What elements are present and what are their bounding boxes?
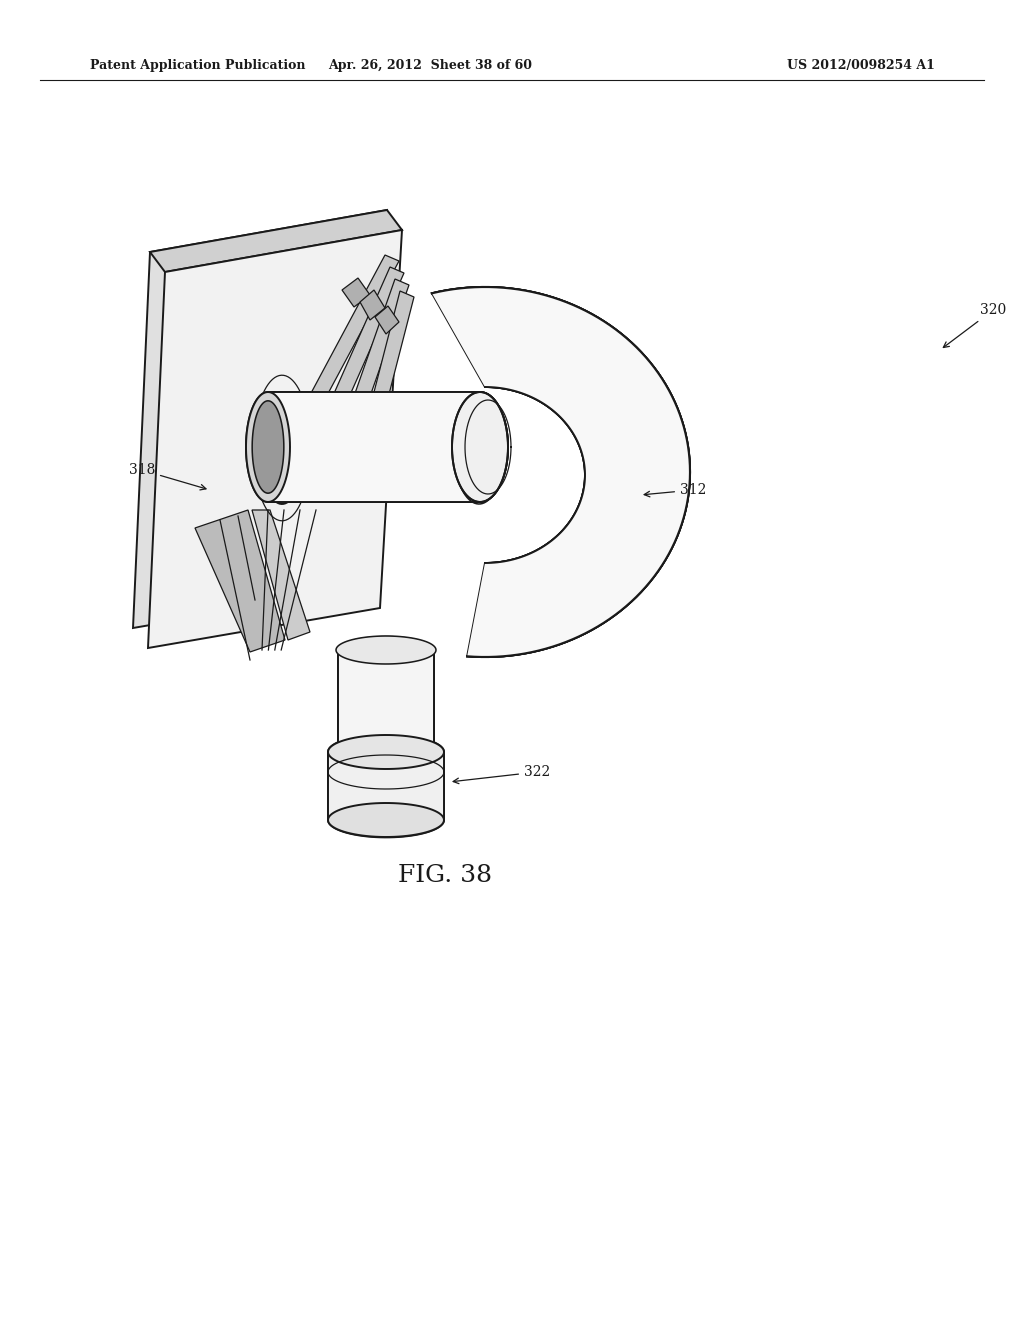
Polygon shape <box>328 752 444 820</box>
Text: Apr. 26, 2012  Sheet 38 of 60: Apr. 26, 2012 Sheet 38 of 60 <box>328 58 532 71</box>
Polygon shape <box>252 400 285 494</box>
Polygon shape <box>328 752 444 820</box>
Polygon shape <box>364 290 414 437</box>
Text: 318: 318 <box>129 463 206 490</box>
Polygon shape <box>310 255 399 401</box>
Polygon shape <box>268 392 480 502</box>
Polygon shape <box>338 649 434 752</box>
Polygon shape <box>375 306 399 334</box>
Polygon shape <box>346 279 409 425</box>
Polygon shape <box>432 286 690 657</box>
Polygon shape <box>360 290 385 319</box>
Polygon shape <box>246 392 290 502</box>
Polygon shape <box>452 392 508 502</box>
Text: Patent Application Publication: Patent Application Publication <box>90 58 305 71</box>
Text: US 2012/0098254 A1: US 2012/0098254 A1 <box>787 58 935 71</box>
Polygon shape <box>252 510 310 640</box>
Polygon shape <box>246 392 290 502</box>
Polygon shape <box>268 392 480 502</box>
Polygon shape <box>260 392 304 504</box>
Polygon shape <box>338 649 434 752</box>
Polygon shape <box>328 803 444 837</box>
Polygon shape <box>338 636 434 664</box>
Text: 320: 320 <box>943 304 1007 347</box>
Polygon shape <box>266 403 298 492</box>
Polygon shape <box>328 267 404 413</box>
Polygon shape <box>328 735 444 770</box>
Text: 312: 312 <box>644 483 707 498</box>
Polygon shape <box>452 392 508 502</box>
Polygon shape <box>150 210 402 272</box>
Polygon shape <box>195 510 285 652</box>
Polygon shape <box>328 735 444 770</box>
Polygon shape <box>342 279 370 308</box>
Polygon shape <box>432 286 690 657</box>
Polygon shape <box>133 210 387 628</box>
Polygon shape <box>336 636 436 664</box>
Text: 322: 322 <box>454 766 550 784</box>
Polygon shape <box>252 401 284 494</box>
Polygon shape <box>328 803 444 837</box>
Polygon shape <box>148 230 402 648</box>
Text: FIG. 38: FIG. 38 <box>398 863 492 887</box>
